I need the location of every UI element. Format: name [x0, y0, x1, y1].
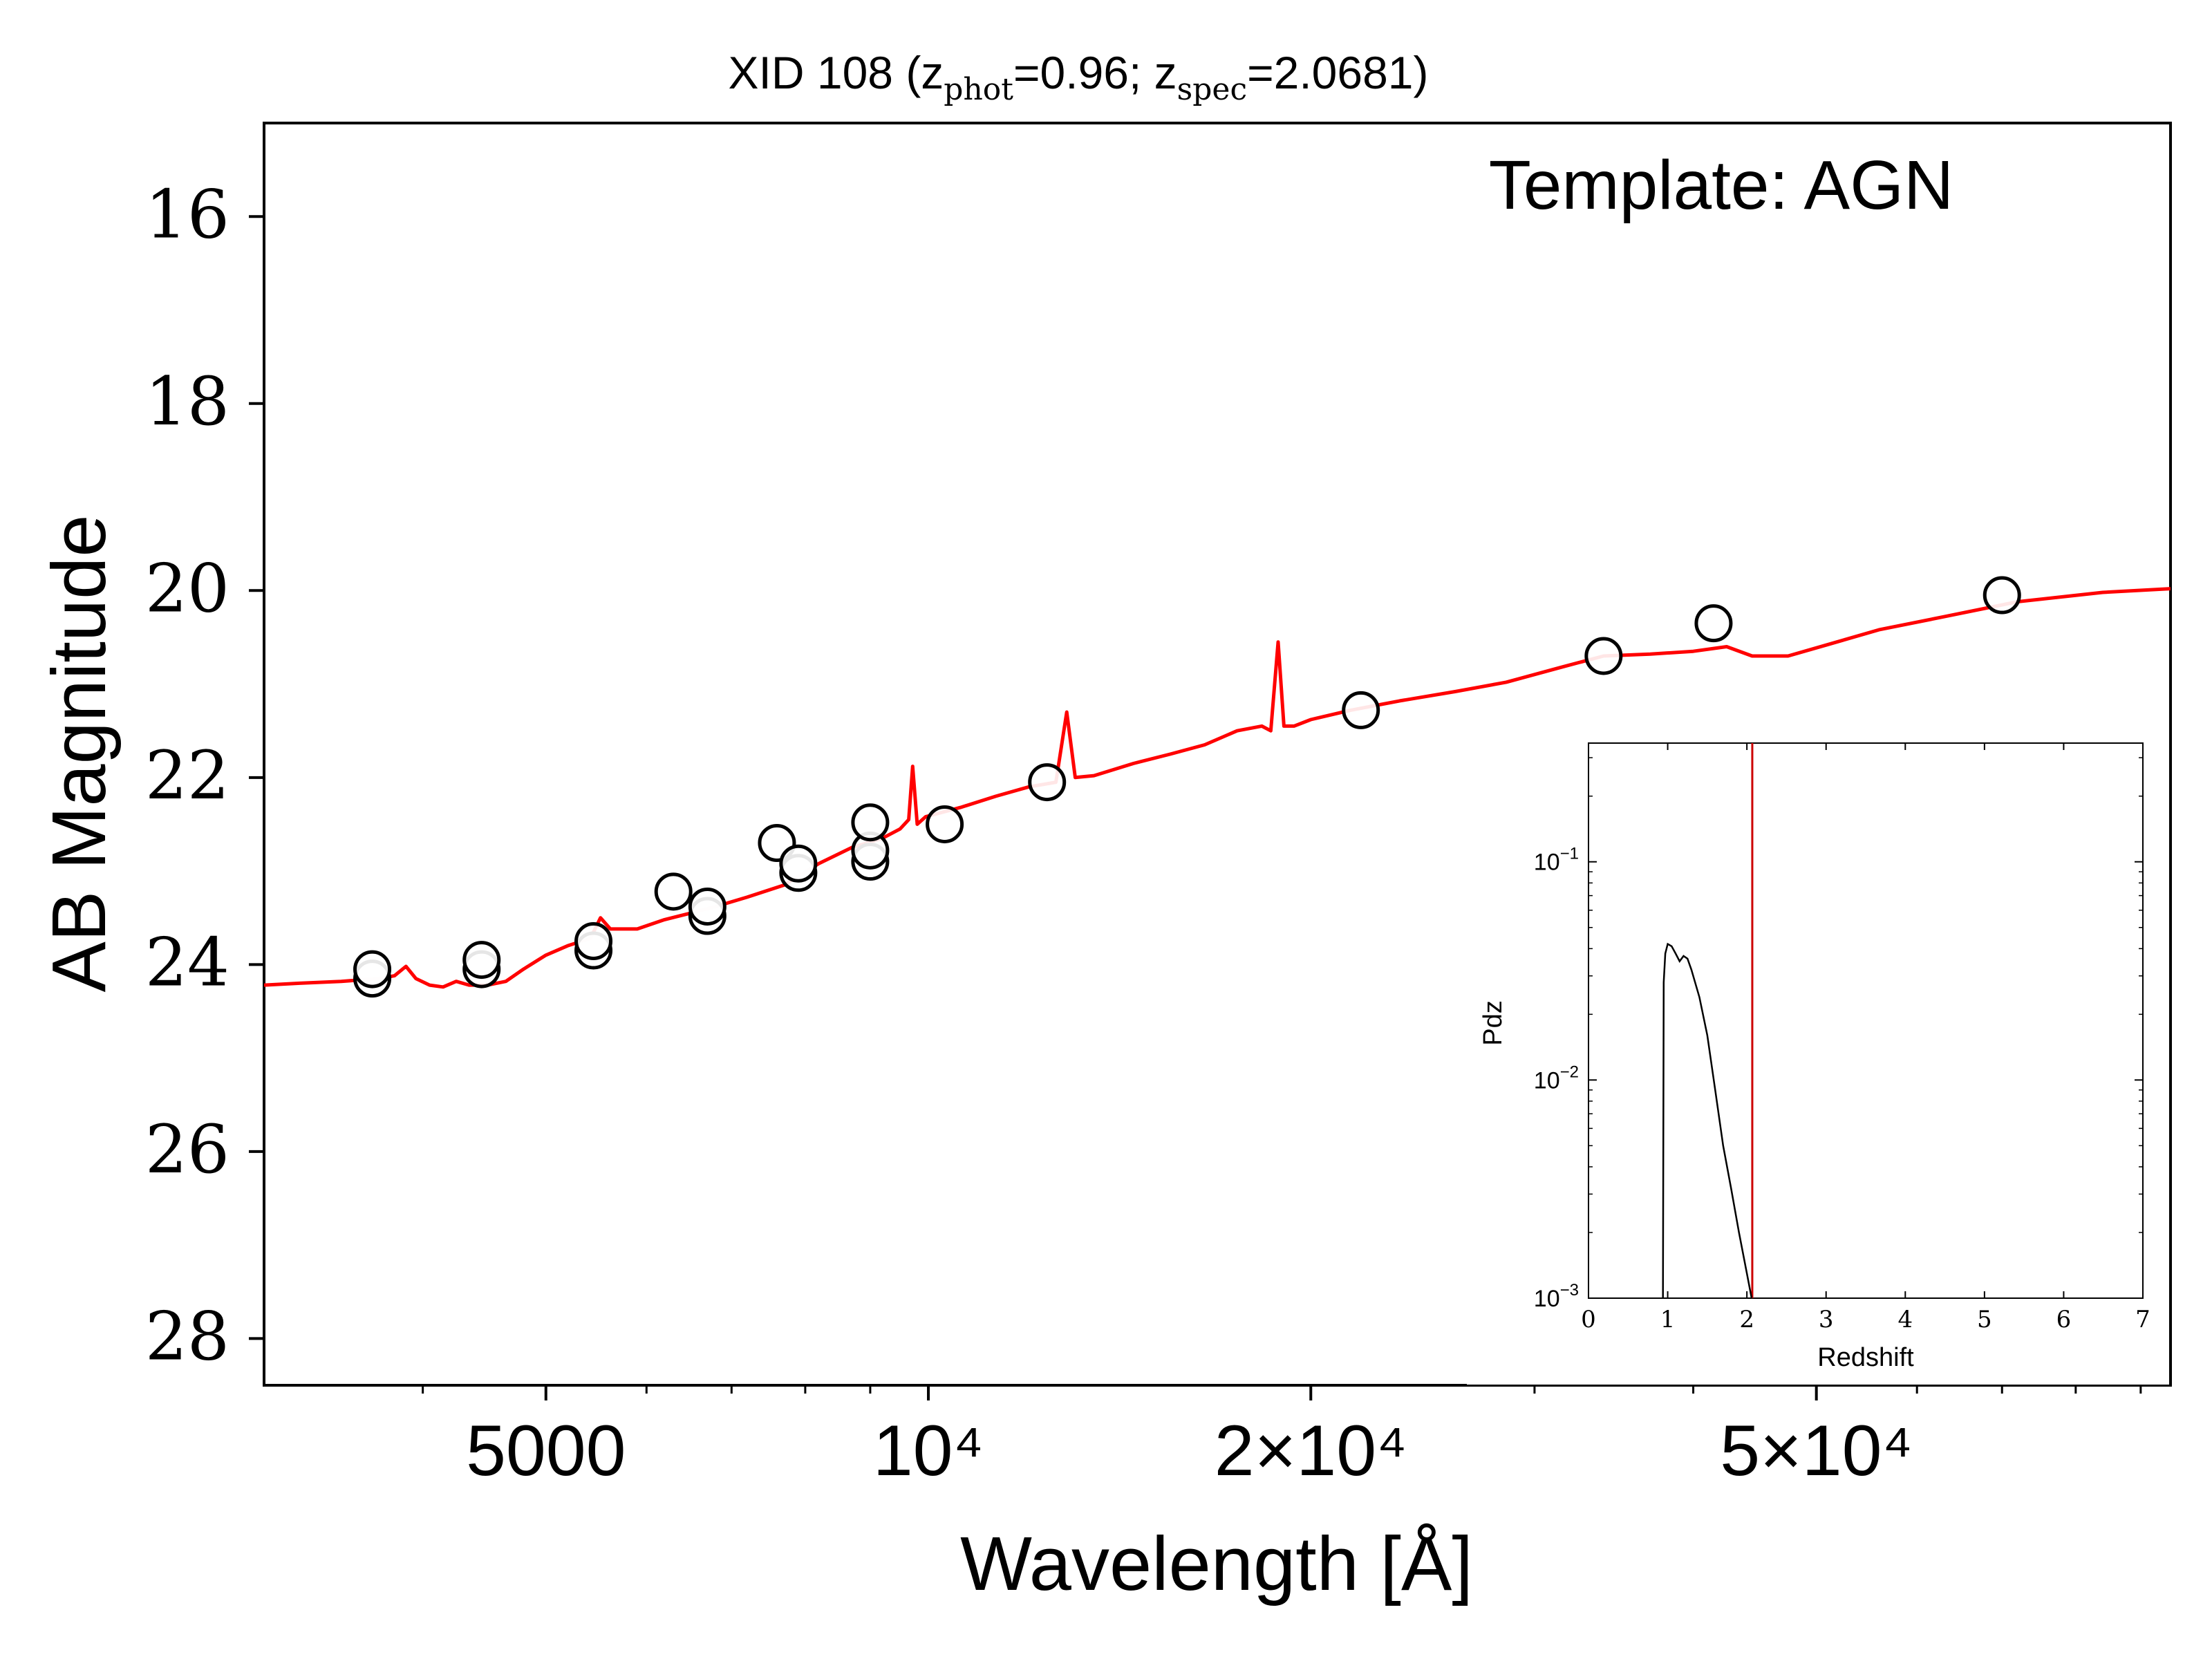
photometry-point: [654, 872, 693, 911]
y-tick-label: 20: [145, 550, 229, 627]
inset-x-ticks: 0 1 2 3 4 5 6 7: [1581, 743, 2150, 1333]
y-tick-label: 28: [145, 1297, 229, 1375]
main-plot-frame: [263, 122, 2172, 1387]
inset-y-tick-label: 10−3: [1534, 1281, 1579, 1312]
photometry-point: [779, 844, 818, 883]
y-tick-label: 18: [145, 363, 229, 440]
inset-x-tick-label: 7: [2135, 1306, 2150, 1333]
inset-background: [1467, 729, 2169, 1385]
photometry-point: [574, 922, 613, 961]
photometry-point: [851, 803, 890, 842]
template-annotation: Template: AGN: [1489, 147, 1954, 224]
chart-title: XID 108 (zphot=0.96; zspec=2.0681): [729, 47, 1429, 107]
photometry-point: [1028, 763, 1067, 802]
y-tick-label: 22: [145, 737, 229, 814]
x-tick-label: 5000: [466, 1411, 626, 1491]
y-tick-label: 16: [145, 176, 229, 253]
main-x-ticks: 5000 10⁴ 2×10⁴ 5×10⁴: [422, 1385, 2142, 1491]
inset-x-tick-label: 6: [2056, 1306, 2072, 1333]
inset-y-tick-label: 10−2: [1534, 1062, 1579, 1094]
inset-x-tick-label: 1: [1660, 1306, 1676, 1333]
photometry-point: [688, 887, 727, 926]
x-tick-label: 5×10⁴: [1720, 1411, 1913, 1491]
y-tick-label: 24: [145, 924, 229, 1001]
inset-x-axis-label: Redshift: [1817, 1343, 1914, 1372]
y-tick-label: 26: [145, 1111, 229, 1188]
photometry-point: [1983, 576, 2021, 615]
inset-x-tick-label: 3: [1819, 1306, 1834, 1333]
photometry-point: [1342, 691, 1380, 729]
y-axis-label: AB Magnitude: [37, 515, 122, 993]
photometry-point: [462, 941, 501, 980]
photometry-point: [353, 950, 392, 988]
inset-y-axis-label: Pdz: [1479, 1000, 1508, 1045]
photometry-point: [926, 805, 964, 843]
photometry-point: [1584, 637, 1623, 675]
main-y-ticks: 16 18 20 22 24 26 28: [145, 176, 264, 1375]
inset-y-ticks: 10−1 10−2 10−3: [1534, 757, 2143, 1312]
inset-y-tick-label: 10−1: [1534, 845, 1579, 876]
inset-frame: [1588, 742, 2144, 1299]
pdz-curve: [1662, 942, 1753, 1298]
x-axis-label: Wavelength [Å]: [960, 1521, 1473, 1606]
photometry-point: [1694, 604, 1733, 643]
inset-x-tick-label: 5: [1977, 1306, 1992, 1333]
inset-pdz-plot: 10−1 10−2 10−3 0 1 2 3 4 5 6 7 Redshift Pdz: [1467, 729, 2169, 1385]
photometry-points: [353, 576, 2021, 998]
x-tick-label: 2×10⁴: [1215, 1411, 1407, 1491]
inset-x-tick-label: 2: [1739, 1306, 1754, 1333]
inset-x-tick-label: 0: [1581, 1306, 1596, 1333]
inset-x-tick-label: 4: [1897, 1306, 1913, 1333]
x-tick-label: 10⁴: [873, 1411, 984, 1491]
